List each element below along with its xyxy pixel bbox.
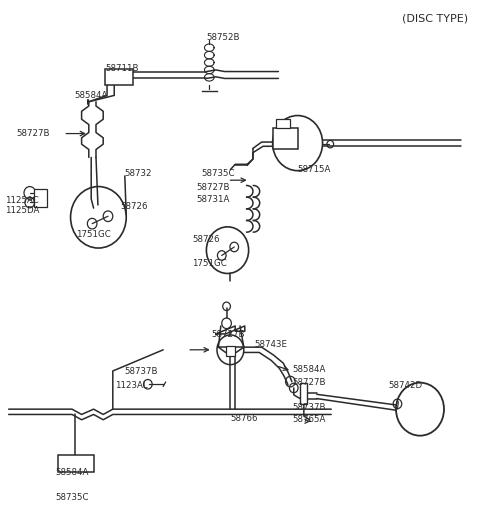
Bar (300, 383, 307, 404)
Text: 1123AL: 1123AL (115, 382, 148, 390)
Text: 58727B: 58727B (17, 129, 50, 138)
Text: 58726: 58726 (120, 202, 147, 211)
Text: 58715A: 58715A (298, 165, 331, 174)
Text: 58766: 58766 (230, 414, 258, 423)
Text: 58731A: 58731A (197, 195, 230, 204)
Text: 58727B: 58727B (197, 183, 230, 192)
Text: 58737B: 58737B (125, 367, 158, 375)
Bar (226, 346, 235, 356)
Bar (276, 119, 290, 128)
Bar (58, 455, 94, 472)
Text: 58765A: 58765A (293, 416, 326, 424)
Text: 1751GC: 1751GC (192, 260, 227, 268)
Text: 58735C: 58735C (202, 170, 235, 178)
Text: (DISC TYPE): (DISC TYPE) (402, 13, 468, 23)
Text: 58726: 58726 (192, 235, 219, 244)
Text: 1125AC
1125DA: 1125AC 1125DA (5, 196, 39, 215)
Text: 1751GC: 1751GC (76, 230, 110, 239)
Bar (105, 69, 133, 85)
Bar (273, 128, 298, 149)
Text: 58742D: 58742D (389, 382, 423, 390)
Text: 58584A: 58584A (293, 366, 326, 374)
Text: 58735C: 58735C (55, 493, 89, 501)
Text: 58584A: 58584A (74, 91, 108, 100)
Text: 58732: 58732 (125, 170, 152, 178)
Text: 58752B: 58752B (206, 33, 240, 41)
Bar (34, 189, 47, 207)
Text: 58727B: 58727B (211, 331, 245, 339)
Text: 58584A: 58584A (55, 469, 89, 477)
Text: 58743E: 58743E (254, 340, 288, 349)
Text: 58711B: 58711B (106, 65, 139, 73)
Text: 58737B: 58737B (293, 403, 326, 411)
Text: 58727B: 58727B (293, 378, 326, 387)
